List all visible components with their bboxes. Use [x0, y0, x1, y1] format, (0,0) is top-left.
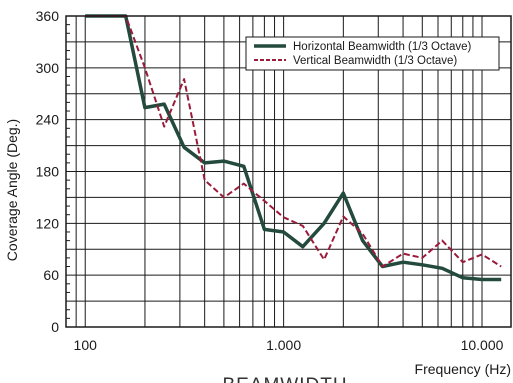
y-tick-label: 360	[36, 8, 60, 24]
y-tick-label: 300	[36, 60, 60, 76]
chart-caption: BEAMWIDTH	[222, 375, 347, 383]
series-layer	[85, 14, 502, 282]
series-line-2	[85, 15, 502, 268]
legend: Horizontal Beamwidth (1/3 Octave) Vertica…	[245, 36, 500, 71]
y-tick-label: 0	[51, 319, 59, 335]
y-tick-label: 180	[36, 164, 60, 180]
legend-label-1: Horizontal Beamwidth (1/3 Octave)	[293, 41, 471, 53]
y-tick-label: 120	[36, 215, 60, 231]
series-line-1	[85, 14, 502, 282]
tick-labels: 0 60 120 180 240 300 360 100 1.000 10.000	[36, 8, 504, 353]
plot-frame	[65, 15, 512, 328]
legend-label-2: Vertical Beamwidth (1/3 Octave)	[293, 55, 457, 67]
x-tick-label: 10.000	[461, 337, 504, 353]
grid	[66, 16, 511, 327]
y-tick-label: 240	[36, 112, 60, 128]
x-tick-label: 100	[74, 337, 98, 353]
legend-box	[245, 36, 500, 71]
x-axis-label: Frequency (Hz)	[415, 361, 511, 377]
x-tick-label: 1.000	[266, 337, 301, 353]
y-axis-label: Coverage Angle (Deg.)	[4, 119, 20, 261]
y-tick-label: 60	[43, 267, 59, 283]
